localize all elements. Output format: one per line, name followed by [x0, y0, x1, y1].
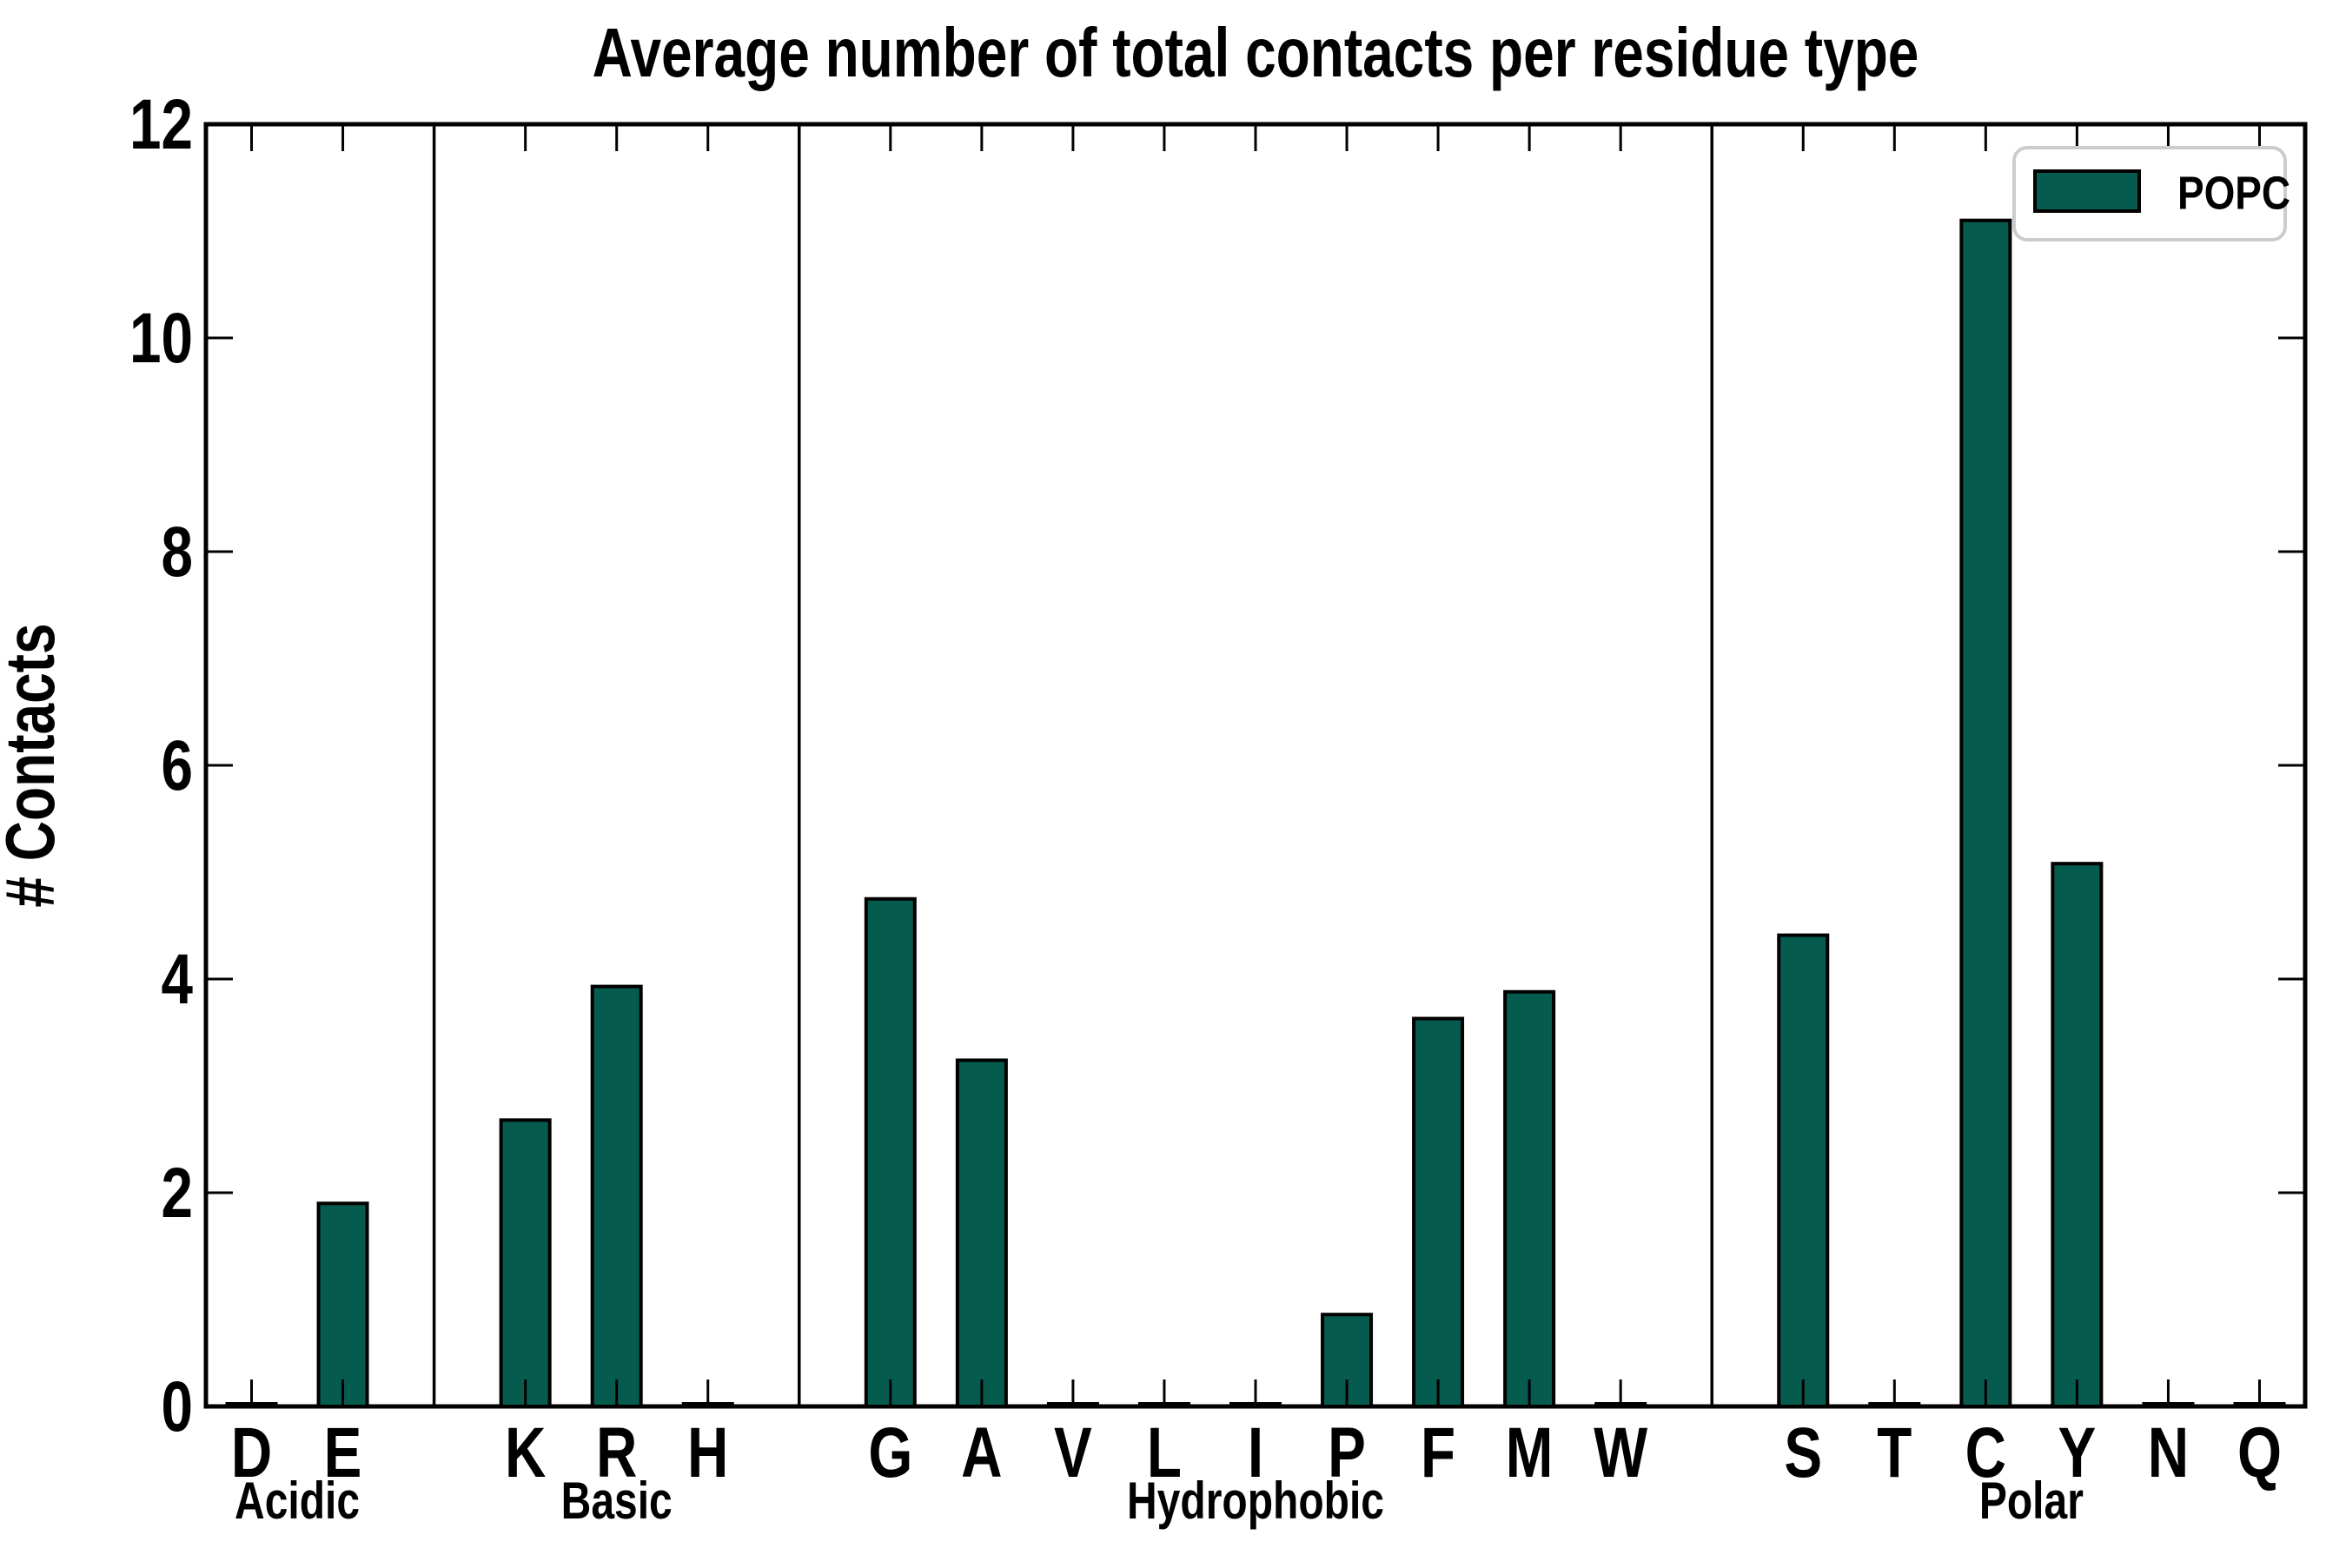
bar-R — [590, 984, 643, 1408]
x-tick-label-W: W — [1594, 1413, 1648, 1492]
x-tick-label-Y: Y — [2058, 1413, 2097, 1492]
x-tick-label-R: R — [596, 1413, 637, 1492]
bar-M — [1503, 989, 1556, 1408]
x-tick-label-E: E — [324, 1413, 362, 1492]
chart-title: Average number of total contacts per res… — [593, 14, 1919, 91]
x-tick-label-N: N — [2148, 1413, 2189, 1492]
bar-F — [1412, 1016, 1465, 1408]
x-tick-label-T: T — [1877, 1413, 1912, 1492]
x-tick-label-G: G — [868, 1413, 912, 1492]
y-tick-label-10: 10 — [129, 298, 193, 378]
bar-G — [864, 896, 917, 1408]
group-label-basic: Basic — [561, 1472, 673, 1530]
x-tick-label-S: S — [1784, 1413, 1822, 1492]
x-tick-label-P: P — [1328, 1413, 1366, 1492]
x-tick-label-D: D — [231, 1413, 272, 1492]
group-label-hydrophobic: Hydrophobic — [1127, 1472, 1384, 1530]
y-axis-label: # Contacts — [0, 623, 70, 907]
x-tick-label-M: M — [1506, 1413, 1554, 1492]
y-tick-label-2: 2 — [162, 1153, 193, 1233]
x-tick-label-L: L — [1147, 1413, 1182, 1492]
bar-S — [1777, 933, 1830, 1408]
bar-E — [316, 1201, 369, 1409]
y-tick-label-12: 12 — [129, 84, 193, 164]
bar-C — [1959, 218, 2012, 1409]
group-label-acidic: Acidic — [235, 1472, 360, 1530]
y-tick-label-0: 0 — [162, 1366, 193, 1446]
group-label-polar: Polar — [1979, 1472, 2084, 1530]
legend: POPC — [2012, 146, 2290, 241]
x-tick-label-C: C — [1965, 1413, 2006, 1492]
x-tick-label-K: K — [505, 1413, 546, 1492]
y-tick-label-4: 4 — [162, 939, 193, 1019]
bar-Y — [2051, 862, 2104, 1408]
bar-A — [955, 1058, 1008, 1408]
legend-swatch — [2033, 169, 2141, 213]
x-tick-label-A: A — [961, 1413, 1002, 1492]
x-tick-label-H: H — [687, 1413, 728, 1492]
y-tick-label-6: 6 — [162, 725, 193, 805]
x-tick-label-V: V — [1054, 1413, 1092, 1492]
x-tick-label-F: F — [1421, 1413, 1455, 1492]
x-tick-label-Q: Q — [2237, 1413, 2282, 1492]
x-tick-label-I: I — [1248, 1413, 1263, 1492]
bar-K — [499, 1118, 552, 1408]
legend-label: POPC — [2177, 167, 2290, 219]
y-tick-label-8: 8 — [162, 512, 193, 592]
